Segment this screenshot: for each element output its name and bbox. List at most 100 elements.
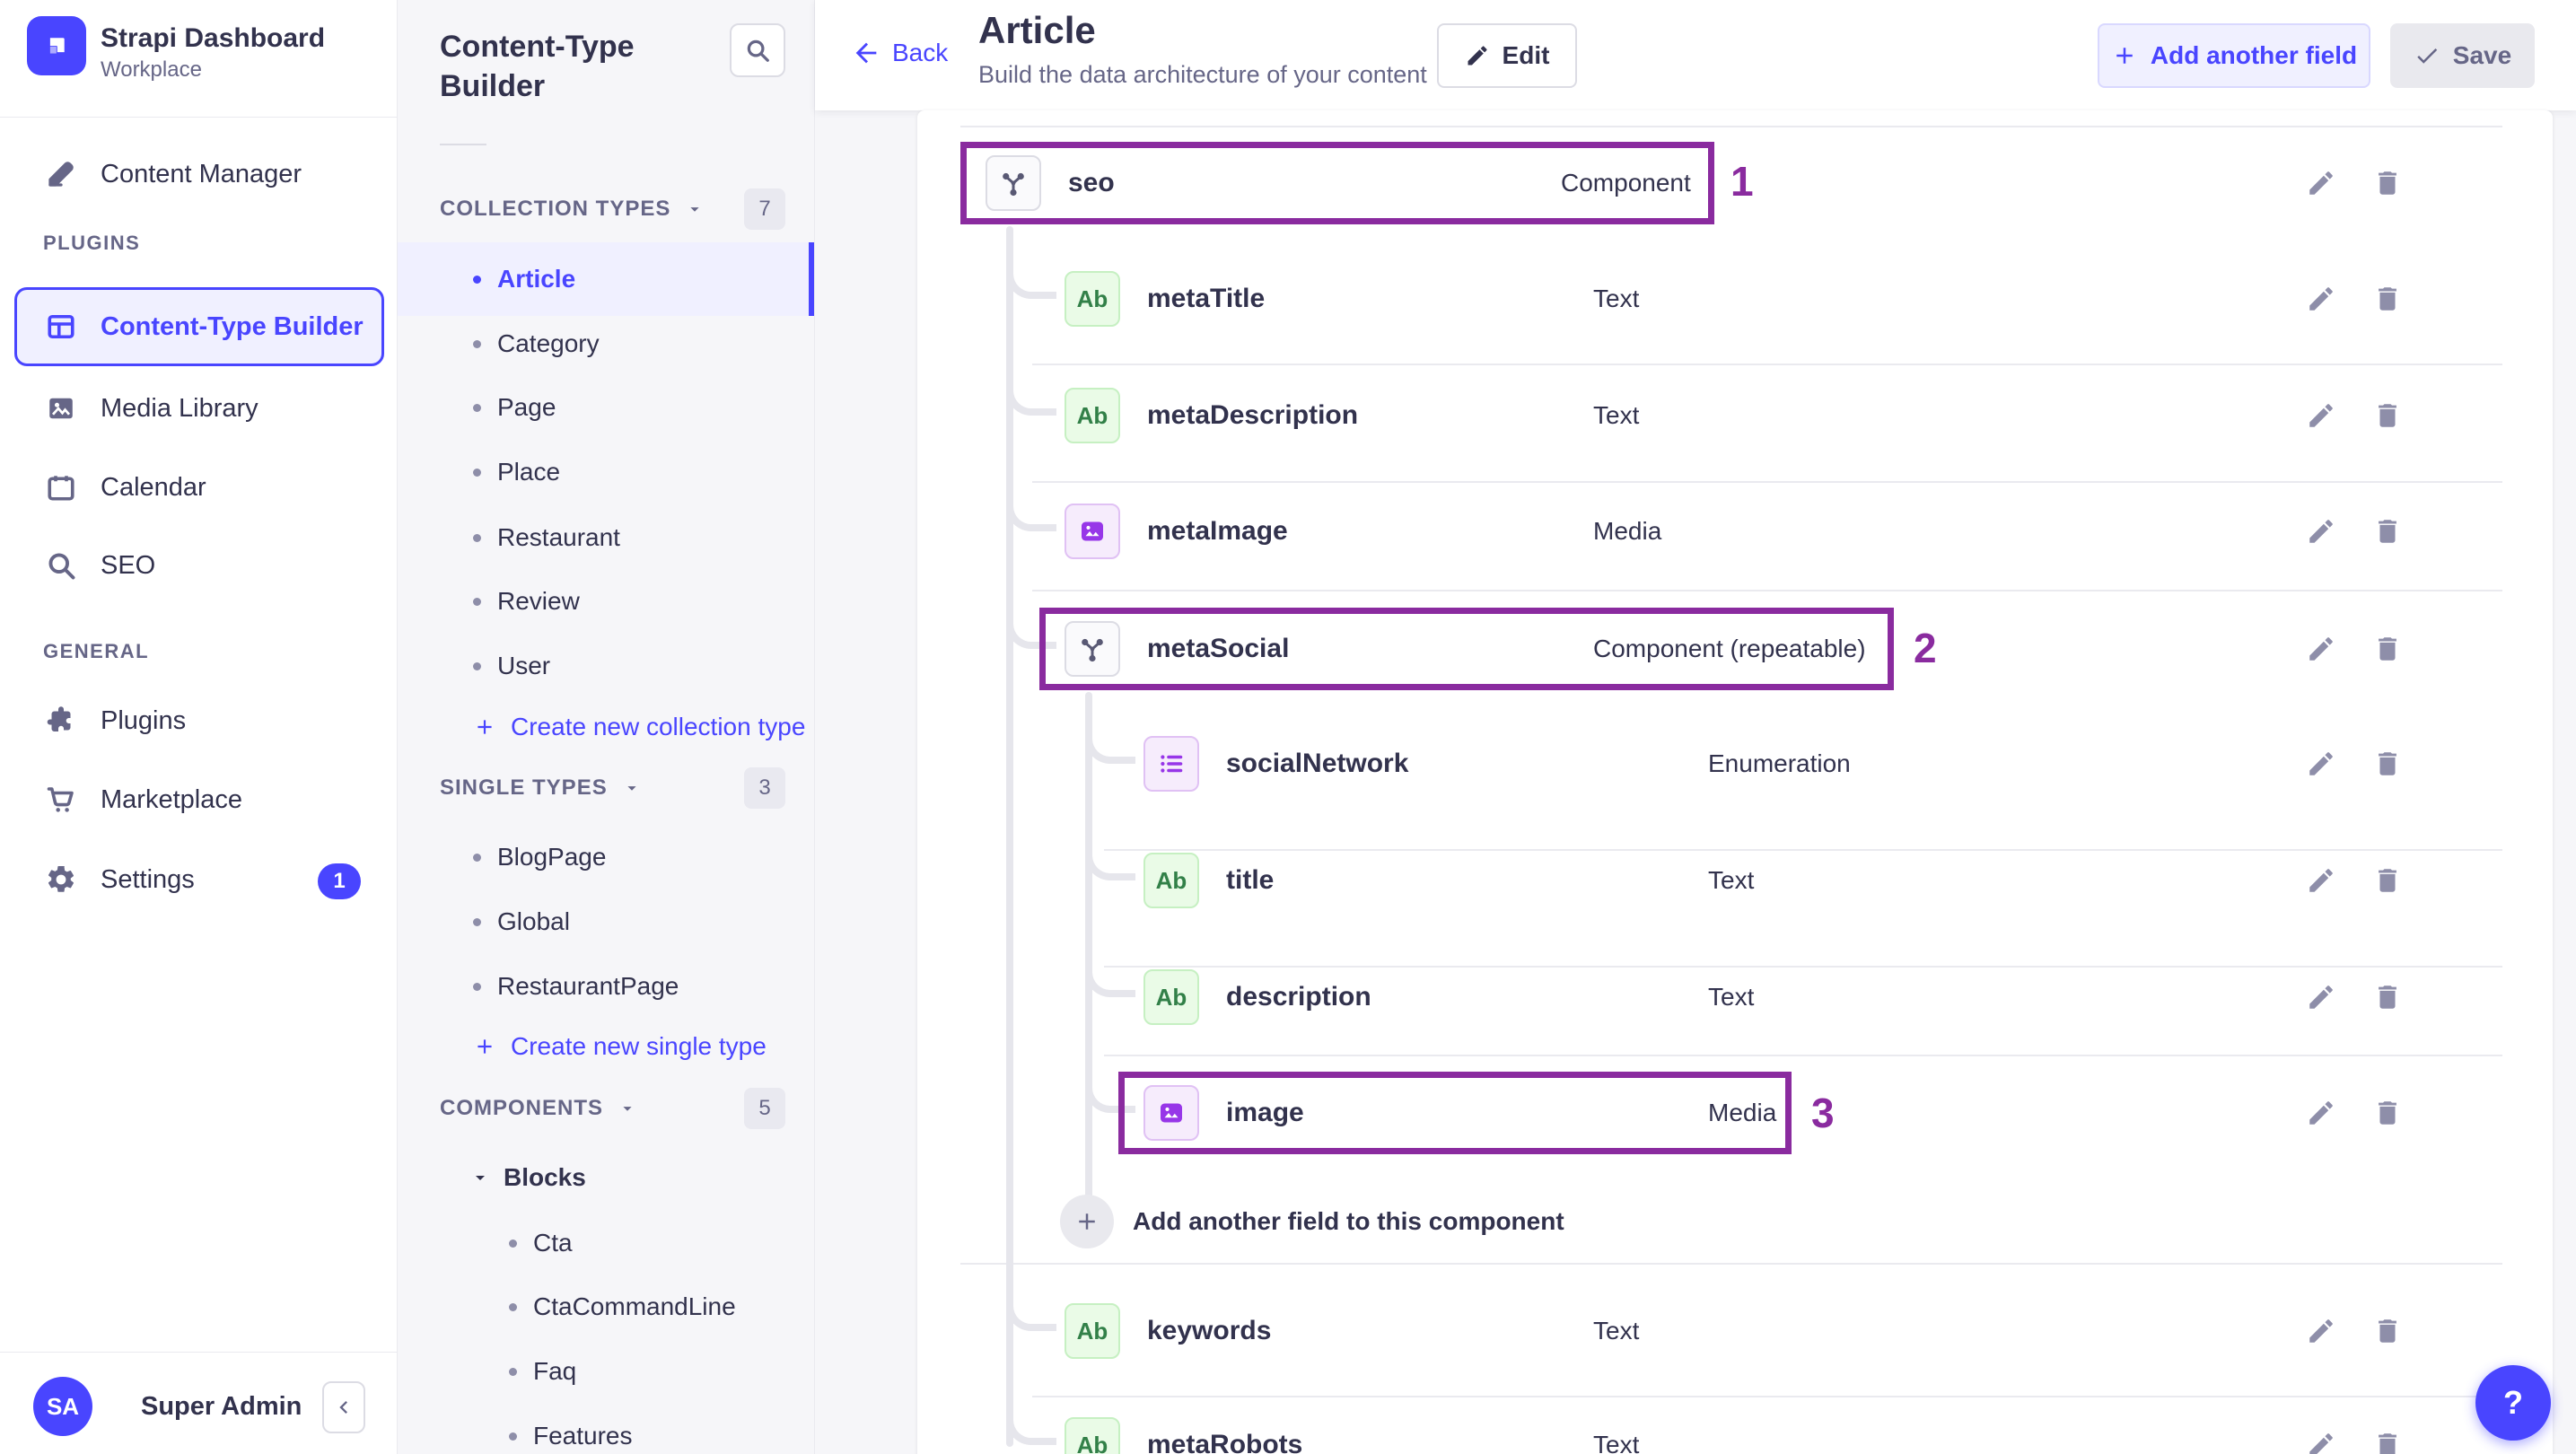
nav-item-restaurantpage[interactable]: RestaurantPage [398,954,814,1019]
add-icon[interactable] [1060,1195,1114,1248]
add-component-field-row[interactable]: Add another field to this component [917,1166,2553,1277]
sidebar-item-label: Media Library [101,393,258,423]
search-icon [45,549,77,582]
delete-field-button[interactable] [2366,976,2409,1019]
settings-notification-badge: 1 [318,863,361,899]
nav-item-features[interactable]: Features [398,1404,814,1454]
sidebar-item-plugins[interactable]: Plugins [0,687,397,755]
components-header[interactable]: COMPONENTS 5 [440,1088,785,1129]
bullet-icon [473,403,481,412]
delete-field-button[interactable] [2366,1423,2409,1454]
delete-field-button[interactable] [2366,277,2409,320]
bullet-icon [509,1302,517,1311]
delete-field-button[interactable] [2366,1309,2409,1353]
caret-down-icon [469,1167,491,1188]
nav-item-label: Page [497,393,556,421]
create-single-type-link[interactable]: Create new single type [398,1014,814,1079]
edit-field-button[interactable] [2300,1423,2343,1454]
delete-field-button[interactable] [2366,742,2409,785]
create-collection-type-link[interactable]: Create new collection type [398,695,814,759]
nav-item-category[interactable]: Category [398,311,814,376]
delete-field-button[interactable] [2366,627,2409,670]
divider [1104,849,2502,851]
sidebar-item-marketplace[interactable]: Marketplace [0,766,397,834]
nav-item-restaurant[interactable]: Restaurant [398,505,814,570]
group-count-badge: 7 [744,188,785,230]
page-subtitle: Build the data architecture of your cont… [978,61,1427,88]
help-button[interactable]: ? [2475,1365,2551,1441]
back-link[interactable]: Back [851,38,948,68]
edit-field-button[interactable] [2300,859,2343,902]
sidebar-item-seo[interactable]: SEO [0,531,397,600]
edit-field-button[interactable] [2300,976,2343,1019]
edit-field-button[interactable] [2300,627,2343,670]
nav-group-blocks[interactable]: Blocks [398,1145,814,1210]
cart-icon [45,784,77,816]
field-type: Text [1708,866,1755,894]
page-header: Back Article Build the data architecture… [815,0,2576,110]
bullet-icon [473,275,481,284]
nav-item-label: Category [497,329,600,357]
avatar[interactable]: SA [33,1377,92,1436]
single-types-header[interactable]: SINGLE TYPES 3 [440,767,785,809]
add-component-field-label: Add another field to this component [1133,1207,1564,1235]
sidebar-item-settings[interactable]: Settings [0,845,397,914]
nav-item-label: Cta [533,1229,573,1257]
trash-icon [2379,404,2396,427]
delete-field-button[interactable] [2366,1091,2409,1134]
bullet-icon [509,1239,517,1248]
field-type: Text [1593,401,1640,429]
nav-item-faq[interactable]: Faq [398,1339,814,1404]
search-button[interactable] [730,23,785,77]
edit-field-button[interactable] [2300,394,2343,437]
delete-field-button[interactable] [2366,394,2409,437]
edit-field-button[interactable] [2300,742,2343,785]
field-name: metaDescription [1147,400,1359,430]
save-button[interactable]: Save [2390,23,2535,88]
sidebar-item-content-type-builder[interactable]: Content-Type Builder [14,287,384,366]
nav-item-article[interactable]: Article [398,242,814,316]
calendar-icon [45,471,77,504]
strapi-logo-icon[interactable] [27,16,86,75]
edit-field-button[interactable] [2300,510,2343,553]
nav-item-blogpage[interactable]: BlogPage [398,825,814,889]
tree-elbow [1006,256,1056,299]
collapse-sidebar-button[interactable] [322,1381,365,1433]
pencil-icon [2309,869,2333,892]
add-field-label: Add another field [2150,41,2358,69]
sidebar-item-content-manager[interactable]: Content Manager [0,140,397,208]
nav-item-cta[interactable]: Cta [398,1211,814,1275]
edit-field-button[interactable] [2300,162,2343,205]
edit-field-button[interactable] [2300,1309,2343,1353]
divider [440,144,486,145]
tree-elbow [1085,954,1135,997]
edit-field-button[interactable] [2300,1091,2343,1134]
sidebar-item-media-library[interactable]: Media Library [0,374,397,442]
nav-item-place[interactable]: Place [398,440,814,504]
workspace-label: Workplace [101,57,202,82]
add-another-field-button[interactable]: Add another field [2098,23,2370,88]
nav-item-review[interactable]: Review [398,569,814,634]
divider [1104,1055,2502,1056]
edit-field-button[interactable] [2300,277,2343,320]
delete-field-button[interactable] [2366,162,2409,205]
group-title: COMPONENTS [440,1096,604,1120]
nav-item-global[interactable]: Global [398,889,814,954]
nav-item-page[interactable]: Page [398,375,814,440]
nav-item-user[interactable]: User [398,634,814,698]
field-name: title [1226,865,1275,895]
group-title: SINGLE TYPES [440,775,608,800]
sidebar-item-calendar[interactable]: Calendar [0,453,397,521]
delete-field-button[interactable] [2366,510,2409,553]
nav-item-ctacommandline[interactable]: CtaCommandLine [398,1274,814,1339]
bullet-icon [473,339,481,348]
field-row-description: Ab description Text [917,942,2553,1053]
collection-types-header[interactable]: COLLECTION TYPES 7 [440,188,785,230]
tree-elbow [1006,1402,1056,1445]
bullet-icon [473,982,481,991]
field-type: Component [1561,169,1691,197]
edit-button[interactable]: Edit [1437,23,1577,88]
back-label: Back [892,39,949,66]
delete-field-button[interactable] [2366,859,2409,902]
general-section-header: GENERAL [43,640,150,662]
